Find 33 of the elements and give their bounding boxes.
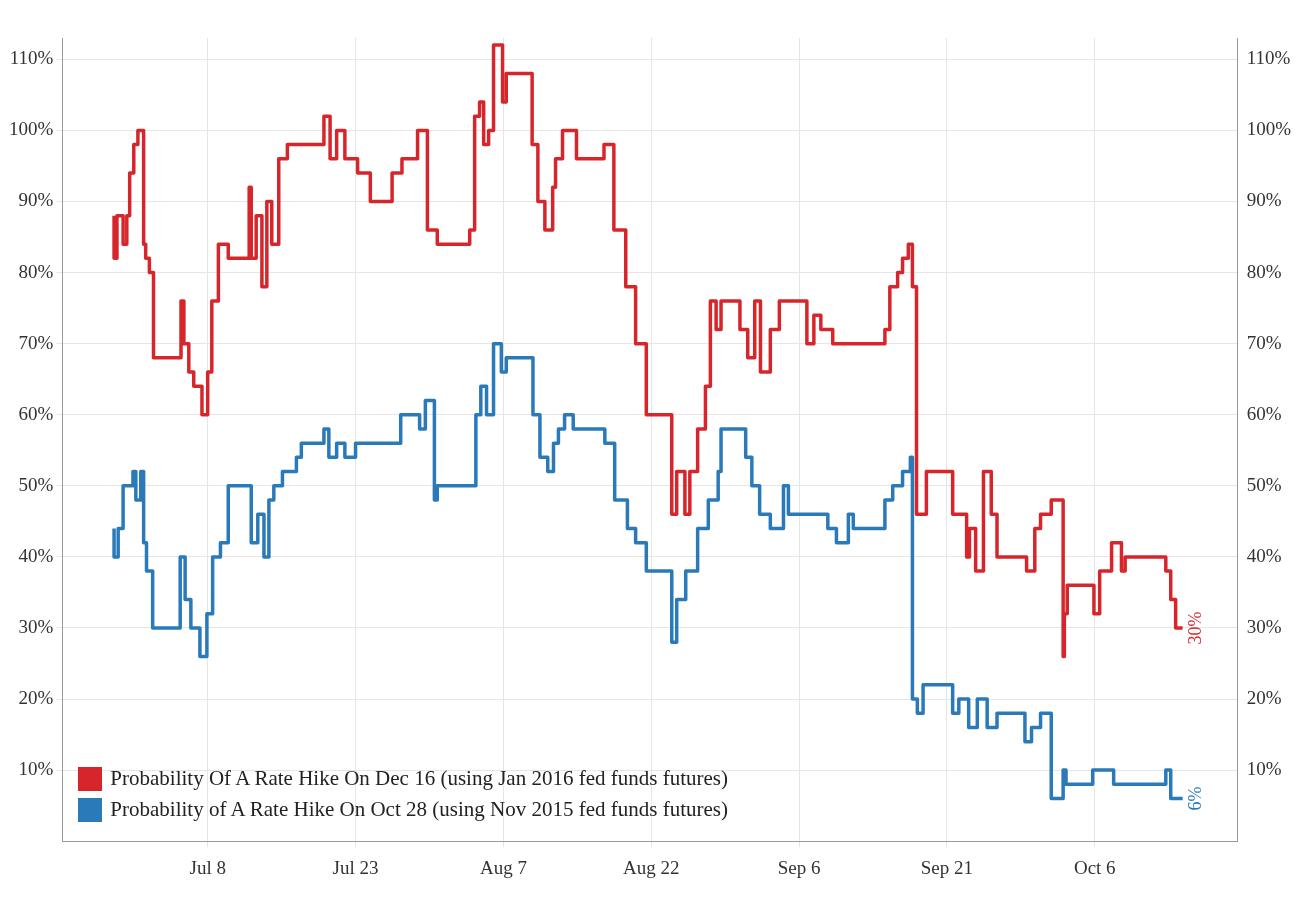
x-tick-label: Aug 7 <box>479 856 527 878</box>
x-tick-label: Oct 6 <box>1073 856 1116 878</box>
x-tick-label: Sep 6 <box>777 856 821 878</box>
y-tick-label: 30% <box>18 615 54 637</box>
y2-tick-label: 70% <box>1246 331 1282 353</box>
annotation: 30% <box>1185 611 1206 645</box>
x-tick-label: Aug 22 <box>622 856 680 878</box>
y-tick-label: 40% <box>18 544 54 566</box>
legend-label: Probability Of A Rate Hike On Dec 16 (using Jan 2016 fed funds futures) <box>110 765 728 793</box>
y2-tick-label: 30% <box>1246 615 1282 637</box>
y2-tick-label: 50% <box>1246 473 1282 495</box>
x-tick-label: Sep 21 <box>920 856 974 878</box>
y-tick-label: 110% <box>9 47 54 69</box>
y-tick-label: 100% <box>9 118 54 140</box>
y-tick-label: 60% <box>18 402 54 424</box>
y-tick-label: 10% <box>18 758 54 780</box>
y-tick-label: 20% <box>18 687 54 709</box>
y2-tick-label: 10% <box>1246 758 1282 780</box>
x-tick-label: Jul 8 <box>189 856 226 878</box>
y2-tick-label: 40% <box>1246 544 1282 566</box>
y2-tick-label: 60% <box>1246 402 1282 424</box>
y2-tick-label: 100% <box>1246 118 1292 140</box>
y-tick-label: 90% <box>18 189 54 211</box>
y-tick-label: 50% <box>18 473 54 495</box>
legend-label: Probability of A Rate Hike On Oct 28 (using Nov 2015 fed funds futures) <box>110 796 728 824</box>
y2-tick-label: 80% <box>1246 260 1282 282</box>
y-tick-label: 80% <box>18 260 54 282</box>
y2-tick-label: 20% <box>1246 687 1282 709</box>
y2-tick-label: 90% <box>1246 189 1282 211</box>
annotation: 6% <box>1185 786 1206 811</box>
y2-tick-label: 110% <box>1246 47 1291 69</box>
x-tick-label: Jul 23 <box>332 856 379 878</box>
y-tick-label: 70% <box>18 331 54 353</box>
